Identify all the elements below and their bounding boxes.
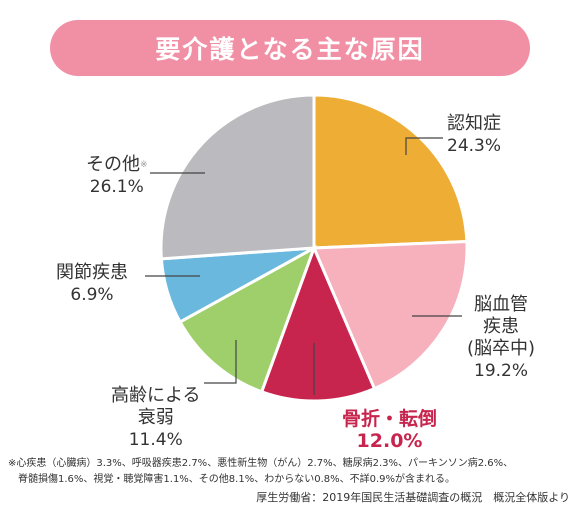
slice-label-value: 19.2% <box>474 361 529 381</box>
slice-label-other: その他※ 26.1% <box>86 154 148 198</box>
slice-label-value: 12.0% <box>356 430 423 452</box>
slice-label-text: その他 <box>86 154 140 175</box>
pie-slice-fracture <box>259 243 377 403</box>
pie-slice-cerebrovascular <box>311 239 469 391</box>
slice-label-value: 26.1% <box>89 177 144 197</box>
slice-label-fracture: 骨折・転倒 12.0% <box>342 408 437 452</box>
slice-label-value: 24.3% <box>447 136 502 156</box>
slice-label-value: 11.4% <box>128 430 183 450</box>
pie-slice-dementia <box>312 93 469 250</box>
slice-label-name: 脳血管 疾患 (脳卒中) <box>467 294 536 359</box>
slice-label-value: 6.9% <box>70 285 114 305</box>
slice-label-name: 高齢による 衰弱 <box>111 385 201 428</box>
slice-label-name: 関節疾患 <box>56 262 128 283</box>
leader-line <box>204 340 237 384</box>
pie-slice-other <box>159 93 316 261</box>
chart-title: 要介護となる主な原因 <box>155 35 425 64</box>
pie-slice-frailty <box>178 244 317 394</box>
slice-label-cerebrovascular: 脳血管 疾患 (脳卒中) 19.2% <box>467 294 535 382</box>
chart-title-banner: 要介護となる主な原因 <box>50 20 530 76</box>
slice-label-frailty: 高齢による 衰弱 11.4% <box>111 385 200 451</box>
footnote-line-1: ※心疾患（心臓病）3.3%、呼吸器疾患2.7%、悪性新生物（がん）2.7%、糖尿… <box>8 458 514 469</box>
slice-label-joint: 関節疾患 6.9% <box>56 262 128 306</box>
slice-label-name: 認知症 <box>447 113 501 134</box>
slice-label-name: その他※ <box>86 154 148 176</box>
leader-line <box>405 137 443 155</box>
slice-label-dementia: 認知症 24.3% <box>447 113 501 157</box>
footnote-line-2: 脊髄損傷1.6%、視覚・聴覚障害1.1%、その他8.1%、わからない0.8%、不… <box>18 474 456 485</box>
note-mark: ※ <box>140 160 148 170</box>
footnotes: ※心疾患（心臓病）3.3%、呼吸器疾患2.7%、悪性新生物（がん）2.7%、糖尿… <box>8 456 574 488</box>
slice-label-name: 骨折・転倒 <box>342 408 438 430</box>
source-note: 厚生労働省：2019年国民生活基礎調査の概況 概況全体版より <box>256 491 570 504</box>
